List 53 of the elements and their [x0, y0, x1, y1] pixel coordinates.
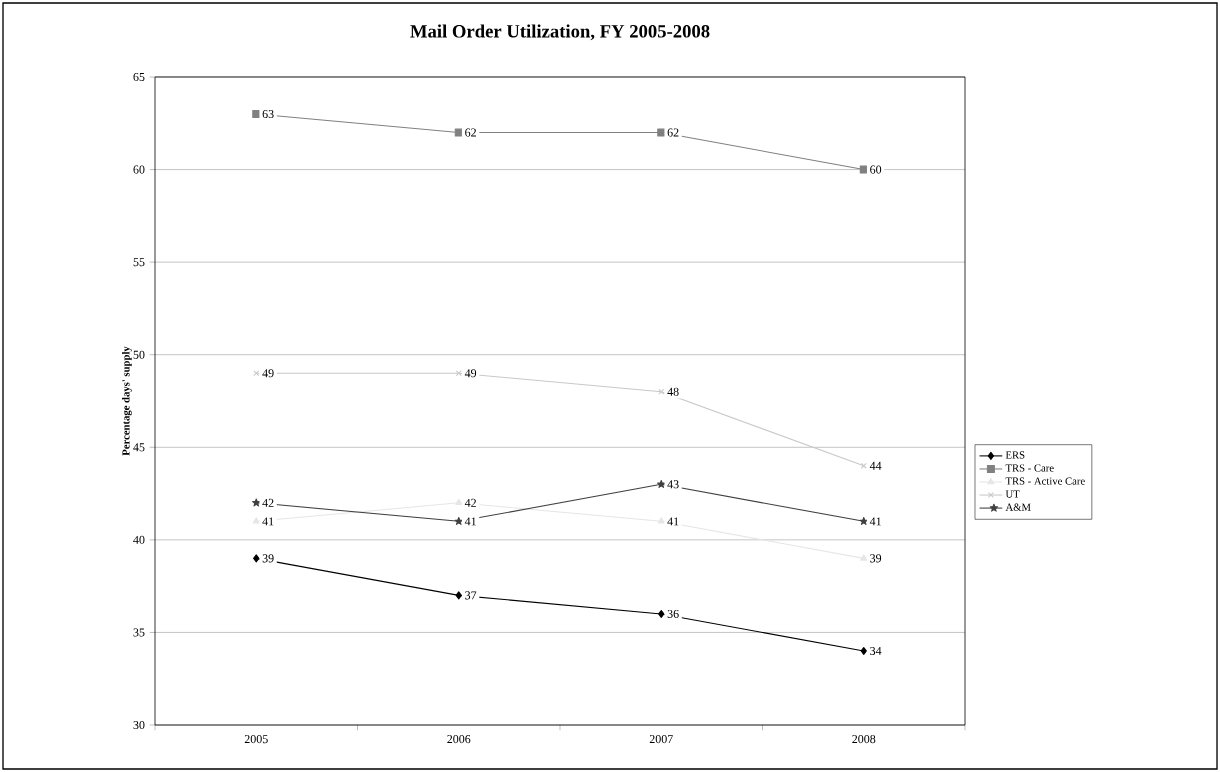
data-label: 39 — [262, 554, 274, 563]
y-tick-label: 50 — [133, 350, 145, 359]
point — [454, 128, 463, 137]
data-label: 42 — [262, 498, 274, 507]
data-label: 41 — [464, 517, 476, 526]
data-label: 39 — [870, 554, 882, 563]
data-label: 63 — [262, 109, 274, 119]
legend-label: UT — [1005, 490, 1020, 498]
y-tick-label: 45 — [133, 443, 145, 452]
data-label: 49 — [464, 369, 477, 378]
data-label: 44 — [869, 461, 882, 470]
data-label: 41 — [667, 517, 679, 526]
point — [658, 609, 665, 618]
point — [454, 516, 463, 525]
point — [860, 554, 868, 561]
data-label: 41 — [262, 517, 274, 526]
y-tick-label: 40 — [133, 535, 145, 544]
data-label: 49 — [262, 369, 274, 378]
data-label: 48 — [667, 387, 679, 396]
point — [859, 516, 868, 525]
y-tick-label: 60 — [133, 165, 145, 174]
legend-label: A&M — [1005, 503, 1031, 511]
x-tick-label: 2007 — [649, 735, 673, 744]
point — [252, 498, 261, 507]
legend-label: TRS - Active Care — [1005, 477, 1085, 485]
point — [455, 498, 463, 506]
data-label: 36 — [667, 609, 679, 618]
point — [252, 517, 260, 524]
data-label: 37 — [465, 591, 477, 600]
chart-title: Mail Order Utilization, FY 2005-2008 — [410, 24, 710, 41]
data-label: 43 — [667, 480, 679, 489]
point — [860, 646, 867, 655]
y-tick-label: 30 — [133, 720, 145, 730]
data-label: 62 — [667, 128, 679, 137]
point — [657, 517, 665, 524]
y-tick-label: 35 — [133, 628, 145, 637]
data-label: 42 — [464, 498, 476, 507]
point — [455, 591, 462, 600]
x-tick-label: 2006 — [447, 735, 471, 744]
legend-label: TRS - Care — [1005, 464, 1054, 472]
point — [859, 165, 868, 174]
data-label: 41 — [869, 517, 881, 526]
y-axis-title: Percentage days' supply — [122, 346, 132, 456]
point — [253, 554, 260, 563]
x-tick-label: 2005 — [244, 735, 268, 744]
data-label: 62 — [465, 128, 476, 137]
x-tick-label: 2008 — [852, 735, 876, 744]
data-label: 60 — [870, 165, 882, 174]
point — [657, 479, 666, 488]
y-tick-label: 65 — [133, 72, 145, 82]
legend-label: ERS — [1005, 451, 1025, 459]
data-label: 34 — [870, 646, 882, 655]
y-tick-label: 55 — [133, 258, 145, 267]
